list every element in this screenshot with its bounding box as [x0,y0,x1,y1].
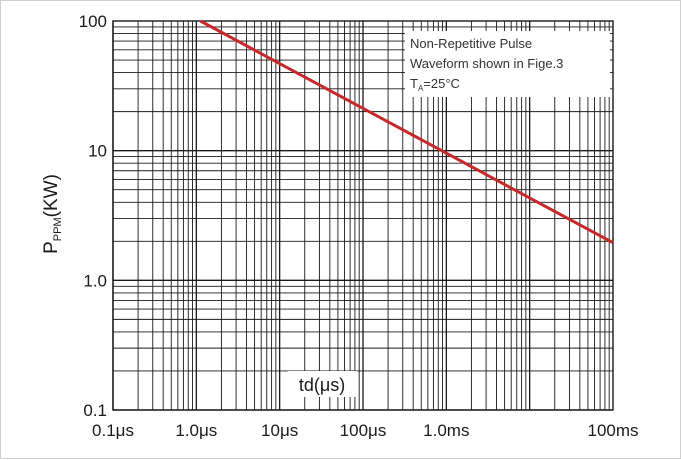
annotation-line-2: Waveform shown in Fige.3 [410,56,563,71]
y-axis-label-main: P [41,241,62,254]
x-tick-label: 1.0μs [175,421,217,440]
annotation-t-subscript: A [418,84,424,93]
plot-border [112,20,614,411]
x-tick-label: 100ms [587,421,638,440]
x-tick-label: 100μs [340,421,387,440]
annotation-t: T [410,76,418,91]
y-tick-label: 100 [79,12,107,31]
annotation-temperature: =25°C [423,76,460,91]
series-layer [199,19,614,245]
x-tick-label: 10μs [261,421,298,440]
annotation-line-3: TA=25°C [410,76,460,93]
x-tick-label: 0.1μs [92,421,134,440]
y-axis-label-subscript: PPM [52,217,64,241]
x-tick-label: 1.0ms [423,421,469,440]
annotation-line-1: Non-Repetitive Pulse [410,36,532,51]
x-tick-labels: 0.1μs 1.0μs 10μs 100μs 1.0ms 100ms [92,421,638,440]
x-axis-label: td(μs) [299,375,345,395]
x-axis-label-box [288,371,357,397]
y-tick-label: 1.0 [83,271,107,290]
annotation-box [405,31,610,97]
y-tick-labels: 0.1 1.0 10 100 [79,12,107,420]
grid [112,20,614,411]
y-axis-label: PPPM(KW) [41,174,64,254]
y-axis-label-unit: (KW) [41,174,62,217]
y-tick-label: 10 [88,142,107,161]
series-line [199,19,614,245]
y-tick-label: 0.1 [83,401,107,420]
